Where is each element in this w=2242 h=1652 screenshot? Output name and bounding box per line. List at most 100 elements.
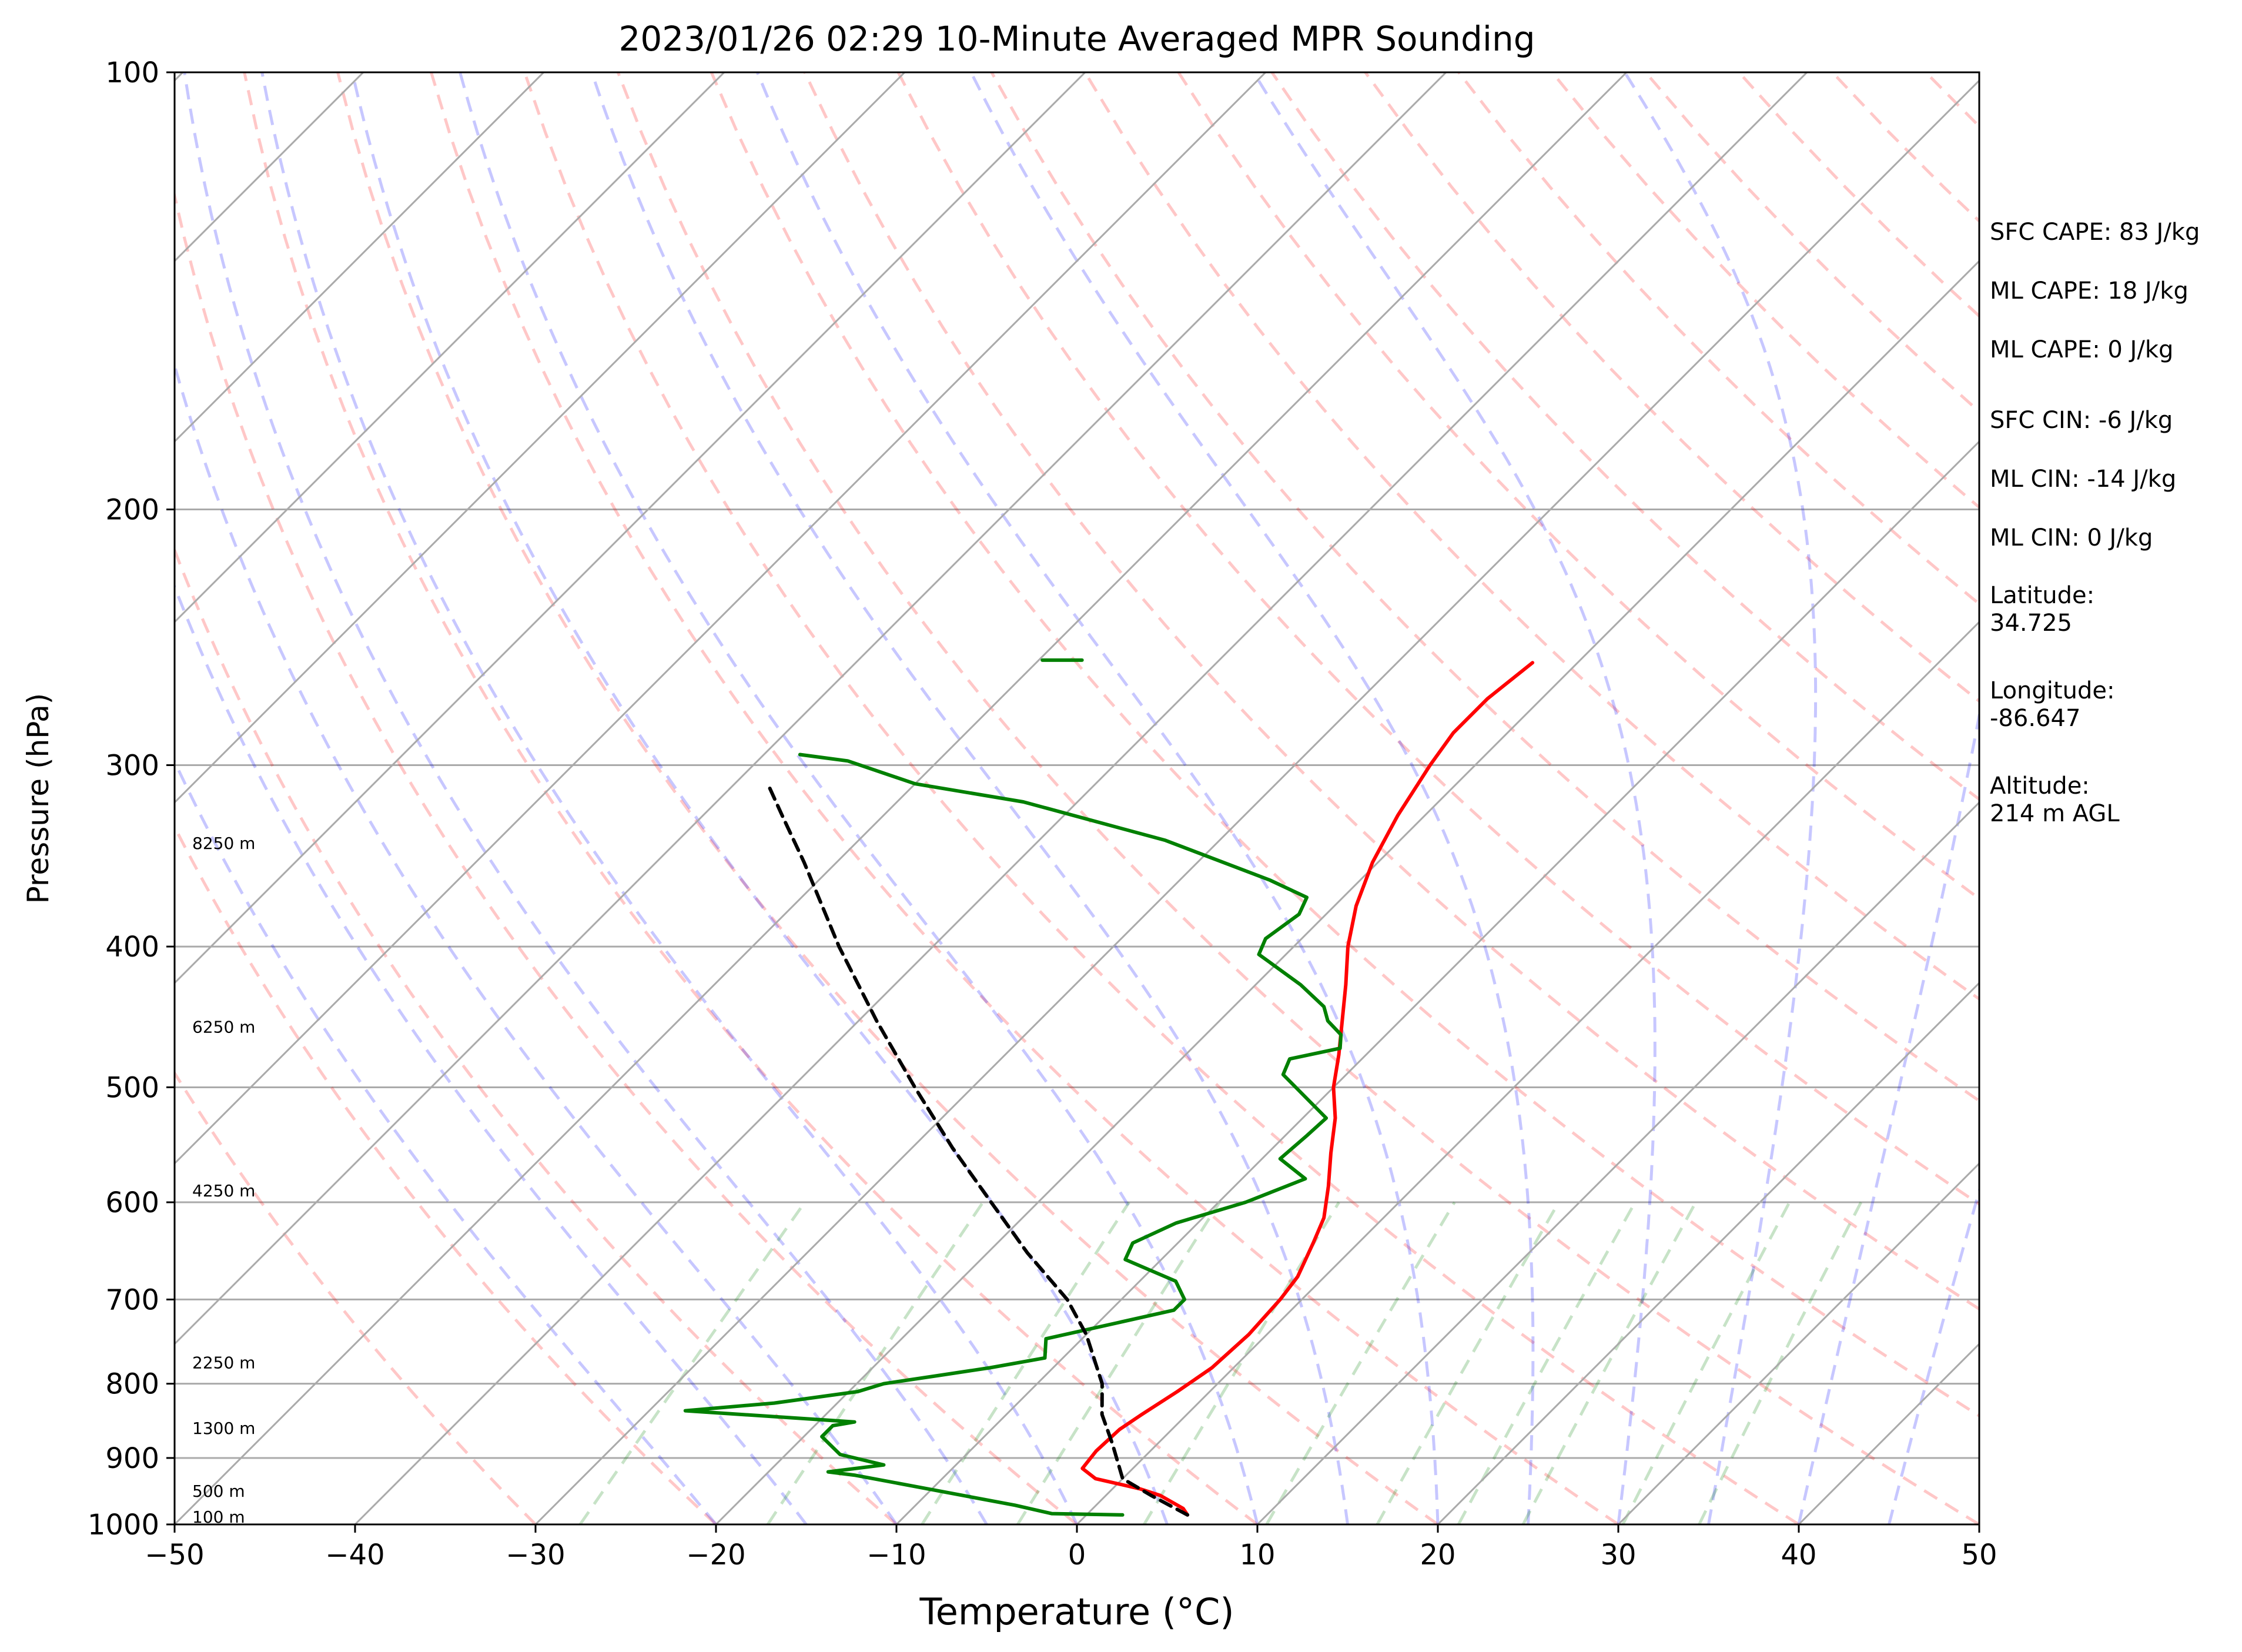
ml-cin-text-2: ML CIN: 0 J/kg — [1990, 524, 2153, 551]
y-tick-label: 1000 — [88, 1509, 159, 1541]
dry-adiabat-line — [896, 72, 1979, 1206]
x-tick-label: −20 — [686, 1539, 745, 1571]
y-axis-label: Pressure (hPa) — [21, 693, 55, 904]
y-tick-label: 300 — [105, 749, 159, 782]
mixing-ratio-line — [767, 1201, 985, 1524]
sounding-stats-panel: SFC CAPE: 83 J/kg ML CAPE: 18 J/kg ML CA… — [1990, 218, 2231, 868]
x-tick-label: −50 — [145, 1539, 204, 1571]
isotherm-line — [1617, 1162, 1979, 1524]
isotherm-line — [1437, 981, 1979, 1524]
isotherm-line — [1076, 620, 1979, 1524]
x-tick-label: 30 — [1600, 1539, 1636, 1571]
moist-adiabat-line — [459, 72, 1259, 1524]
dewpoint-trace — [683, 753, 1343, 1517]
height-label: 2250 m — [192, 1353, 255, 1373]
isotherm-line — [175, 72, 545, 443]
altitude-value: 214 m AGL — [1990, 800, 2120, 827]
y-tick-label: 700 — [105, 1283, 159, 1316]
moist-adiabat-line — [1888, 1185, 1979, 1524]
longitude-label: Longitude: — [1990, 677, 2115, 704]
y-tick-label: 200 — [105, 494, 159, 527]
moist-adiabat-line — [175, 360, 898, 1524]
ml-cin-text: ML CIN: -14 J/kg — [1990, 466, 2177, 493]
altitude-block: Altitude: 214 m AGL — [1990, 773, 2231, 828]
mixing-ratio-line — [921, 1201, 1130, 1524]
mixing-ratio-line — [1376, 1201, 1560, 1524]
x-tick-label: −30 — [506, 1539, 565, 1571]
moist-adiabat-line — [1797, 707, 1979, 1524]
parcel-profile — [767, 784, 1190, 1517]
isotherm-line — [175, 72, 1628, 1524]
y-tick-label: 100 — [105, 56, 159, 89]
dry-adiabat-line — [175, 189, 1078, 1524]
plot-area: 8250 m 6250 m 4250 m 2250 m 1300 m 500 m 100 m — [175, 72, 1979, 1527]
x-tick-label: −10 — [866, 1539, 926, 1571]
isotherm-line — [534, 79, 1979, 1524]
longitude-value: -86.647 — [1990, 705, 2081, 732]
x-tick-label: 20 — [1420, 1539, 1455, 1571]
x-tick-label: 40 — [1781, 1539, 1816, 1571]
moist-adiabat-line — [260, 72, 1079, 1524]
y-tick-label: 400 — [105, 931, 159, 964]
dry-adiabat-line — [803, 72, 1979, 1311]
moist-adiabat-line — [183, 72, 988, 1524]
moist-adiabat-line — [590, 72, 1349, 1524]
height-label: 8250 m — [192, 834, 255, 853]
x-tick-label: −40 — [325, 1539, 384, 1571]
y-tick-label: 500 — [105, 1071, 159, 1104]
mixing-ratio-line — [1521, 1201, 1697, 1524]
moist-adiabat-line — [1623, 72, 1818, 1524]
moist-adiabat-line — [756, 72, 1440, 1524]
isotherm-line — [1256, 801, 1979, 1524]
moist-adiabat-line — [175, 583, 808, 1524]
height-label: 100 m — [192, 1507, 245, 1527]
x-axis-label: Temperature (°C) — [919, 1590, 1234, 1633]
latitude-label: Latitude: — [1990, 582, 2095, 609]
mixing-ratio-line — [1621, 1201, 1791, 1524]
y-tick-label: 800 — [105, 1368, 159, 1401]
x-tick-label: 10 — [1239, 1539, 1275, 1571]
axes: −50 −40 −30 −20 −10 0 10 20 30 40 50 100 200 300 400 50… — [88, 56, 1997, 1571]
mixing-ratio-line — [1016, 1201, 1221, 1524]
mixing-ratio-line — [1265, 1201, 1456, 1524]
sfc-cape-text: SFC CAPE: 83 J/kg — [1990, 219, 2200, 246]
x-tick-label: 50 — [1961, 1539, 1997, 1571]
isotherm-line — [354, 72, 1808, 1524]
height-label: 1300 m — [192, 1419, 255, 1438]
y-tick-label: 900 — [105, 1442, 159, 1475]
moist-adiabat-line — [1252, 72, 1657, 1524]
latitude-block: Latitude: 34.725 — [1990, 582, 2231, 637]
moist-adiabat-line — [175, 758, 717, 1524]
isotherm-line — [175, 72, 1086, 985]
mixing-ratio-line — [578, 1201, 807, 1524]
y-tick-label: 600 — [105, 1186, 159, 1219]
mixing-ratio-line — [1698, 1201, 1863, 1524]
dry-adiabat-line — [243, 72, 1259, 1524]
dry-adiabat-line — [175, 546, 898, 1524]
mixing-ratio-line — [1143, 1201, 1340, 1524]
isotherm-line — [175, 72, 725, 624]
moist-adiabat-line — [969, 72, 1535, 1524]
ml-cape-text-2: ML CAPE: 0 J/kg — [1990, 336, 2174, 363]
dry-adiabat-line — [430, 72, 1619, 1524]
moist-adiabat-line — [350, 72, 1169, 1524]
dry-adiabat-line — [523, 72, 1800, 1524]
sfc-cin-text: SFC CIN: -6 J/kg — [1990, 407, 2173, 434]
chart-title: 2023/01/26 02:29 10-Minute Averaged MPR … — [618, 19, 1535, 59]
height-label: 4250 m — [192, 1181, 255, 1200]
altitude-label: Altitude: — [1990, 773, 2090, 800]
temperature-trace — [1080, 661, 1535, 1517]
dry-adiabat-line — [175, 824, 717, 1524]
isotherm-line — [895, 440, 1979, 1524]
longitude-block: Longitude: -86.647 — [1990, 677, 2231, 733]
latitude-value: 34.725 — [1990, 610, 2072, 637]
x-tick-label: 0 — [1068, 1539, 1086, 1571]
height-label: 500 m — [192, 1482, 245, 1501]
ml-cape-text: ML CAPE: 18 J/kg — [1990, 277, 2189, 305]
isotherm-line — [175, 72, 906, 804]
isotherm-line — [175, 72, 1447, 1346]
height-label: 6250 m — [192, 1017, 255, 1036]
isotherm-line — [715, 259, 1979, 1524]
